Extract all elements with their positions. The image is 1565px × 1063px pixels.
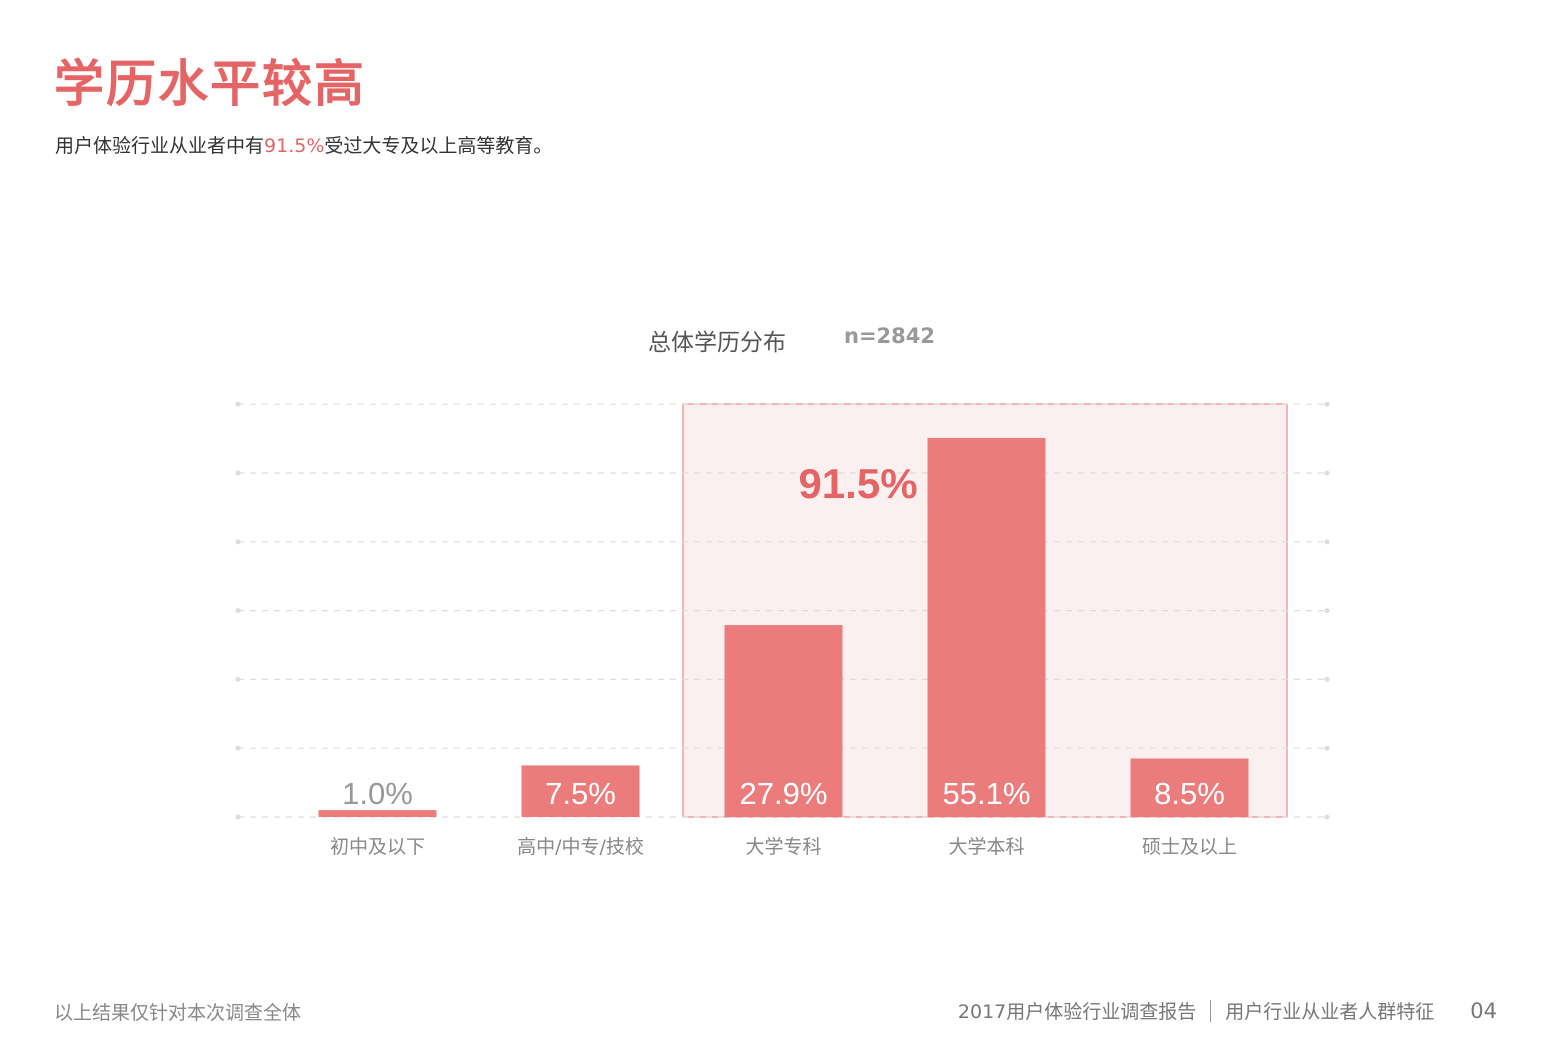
value-label: 55.1% bbox=[943, 776, 1031, 811]
page-title: 学历水平较高 bbox=[54, 55, 366, 113]
subtitle: 用户体验行业从业者中有91.5%受过大专及以上高等教育。 bbox=[55, 131, 552, 158]
category-label: 大学本科 bbox=[948, 836, 1024, 858]
gridline-dot bbox=[1324, 676, 1330, 682]
value-label: 27.9% bbox=[740, 776, 828, 811]
bar-4 bbox=[927, 437, 1046, 817]
subtitle-post: 受过大专及以上高等教育。 bbox=[324, 135, 553, 157]
gridline-dot bbox=[235, 539, 241, 545]
gridline-dot bbox=[1324, 608, 1330, 614]
gridline-dot bbox=[1324, 401, 1330, 407]
gridline-dot bbox=[1324, 745, 1330, 751]
chart-title: 总体学历分布 bbox=[648, 330, 786, 356]
gridline-dot bbox=[235, 814, 241, 820]
footer-section: 用户行业从业者人群特征 bbox=[1225, 1001, 1435, 1023]
gridline-dot bbox=[1324, 814, 1330, 820]
value-label: 7.5% bbox=[545, 776, 616, 811]
bar-5 bbox=[1130, 758, 1249, 817]
subtitle-pre: 用户体验行业从业者中有 bbox=[55, 135, 265, 157]
gridline-dot bbox=[235, 745, 241, 751]
bar-2 bbox=[521, 765, 640, 817]
gridline-dot bbox=[1324, 539, 1330, 545]
value-label: 1.0% bbox=[342, 776, 413, 811]
category-label: 高中/中专/技校 bbox=[517, 836, 644, 858]
highlight-total-label: 91.5% bbox=[798, 460, 917, 507]
subtitle-highlight: 91.5% bbox=[264, 135, 325, 157]
gridline-dot bbox=[235, 608, 241, 614]
bar-1 bbox=[318, 810, 437, 817]
footer-separator bbox=[1210, 999, 1212, 1022]
footer-right: 2017用户体验行业调查报告 用户行业从业者人群特征 04 bbox=[958, 997, 1497, 1024]
value-label: 8.5% bbox=[1154, 776, 1225, 811]
gridline-dot bbox=[235, 470, 241, 476]
category-label: 初中及以下 bbox=[330, 836, 425, 858]
page-number: 04 bbox=[1470, 998, 1497, 1023]
gridline-dot bbox=[235, 676, 241, 682]
bar-3 bbox=[724, 625, 843, 817]
footer-report: 2017用户体验行业调查报告 bbox=[957, 1001, 1197, 1023]
category-label: 硕士及以上 bbox=[1142, 836, 1237, 858]
gridline-dot bbox=[1324, 470, 1330, 476]
gridline-dot bbox=[235, 401, 241, 407]
sample-size: n=2842 bbox=[844, 324, 935, 348]
footer-note: 以上结果仅针对本次调查全体 bbox=[54, 1002, 302, 1024]
category-label: 大学专科 bbox=[745, 836, 821, 858]
